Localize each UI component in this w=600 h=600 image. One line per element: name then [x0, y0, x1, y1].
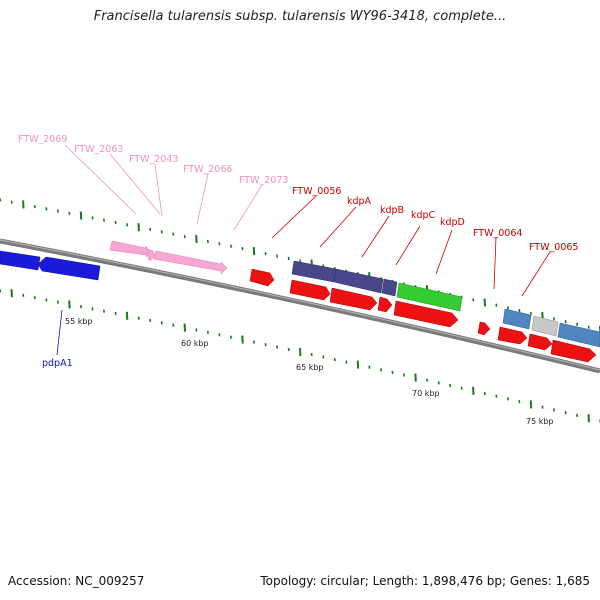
gene-kdpA[interactable]: [291, 260, 337, 283]
gene-label-kdpB[interactable]: kdpB: [380, 205, 404, 216]
gene-label-ftw2063[interactable]: FTW_2063: [74, 144, 123, 155]
gene-ftw2063[interactable]: [147, 248, 156, 262]
gene-red-7[interactable]: [527, 333, 553, 351]
genome-summary-text: Topology: circular; Length: 1,898,476 bp…: [260, 574, 590, 588]
gene-red-8[interactable]: [550, 339, 597, 363]
gene-label-ftw0065[interactable]: FTW_0065: [529, 242, 578, 253]
gene-red-6[interactable]: [497, 326, 528, 345]
gene-edge-blue[interactable]: [557, 322, 600, 348]
gene-kdpD[interactable]: [396, 282, 463, 312]
backbone-track: [0, 238, 600, 374]
map-title: Francisella tularensis subsp. tularensis…: [93, 9, 507, 24]
gene-kdpC[interactable]: [381, 278, 398, 297]
gene-label-pdpA1[interactable]: pdpA1: [42, 358, 73, 369]
gene-label-ftw2066[interactable]: FTW_2066: [183, 164, 232, 175]
gene-red-2[interactable]: [329, 287, 378, 311]
gene-ftw2069[interactable]: [109, 240, 151, 258]
gene-ftw0056[interactable]: [249, 268, 275, 287]
gene-label-ftw2043[interactable]: FTW_2043: [129, 154, 178, 165]
scale-label-55kbp: 55 kbp: [65, 317, 93, 326]
scale-label-75kbp: 75 kbp: [526, 417, 554, 426]
gene-label-kdpA[interactable]: kdpA: [347, 196, 372, 207]
scale-label-group: 55 kbp 60 kbp 65 kbp 70 kbp 75 kbp: [65, 317, 554, 426]
scale-label-70kbp: 70 kbp: [412, 389, 440, 398]
accession-text: Accession: NC_009257: [8, 574, 145, 588]
gene-ftw0064[interactable]: [502, 308, 532, 330]
gene-pdpA1-b[interactable]: [37, 256, 101, 281]
gene-kdpB[interactable]: [333, 268, 384, 294]
gene-label-kdpC[interactable]: kdpC: [411, 210, 436, 221]
gene-ftw2043[interactable]: [153, 250, 228, 275]
gene-red-3[interactable]: [377, 296, 393, 313]
gene-label-ftw0056[interactable]: FTW_0056: [292, 186, 341, 197]
gene-label-ftw2069[interactable]: FTW_2069: [18, 134, 67, 145]
scale-label-65kbp: 65 kbp: [296, 363, 324, 372]
gene-label-group: FTW_2069 FTW_2063 FTW_2043 FTW_2066 FTW_…: [18, 134, 578, 369]
gene-label-ftw2073[interactable]: FTW_2073: [239, 175, 288, 186]
gene-label-kdpD[interactable]: kdpD: [440, 217, 465, 228]
gene-red-5[interactable]: [477, 321, 491, 336]
scale-label-60kbp: 60 kbp: [181, 339, 209, 348]
reverse-genes: [0, 250, 597, 363]
label-leaders: [56, 144, 551, 356]
tick-row-bottom: [0, 289, 600, 423]
gene-label-ftw0064[interactable]: FTW_0064: [473, 228, 522, 239]
gene-ftw0065[interactable]: [531, 315, 559, 337]
gene-red-1[interactable]: [289, 279, 331, 301]
forward-genes: [109, 240, 600, 348]
gene-red-4[interactable]: [393, 300, 459, 328]
gene-pdpA1[interactable]: [0, 250, 41, 271]
